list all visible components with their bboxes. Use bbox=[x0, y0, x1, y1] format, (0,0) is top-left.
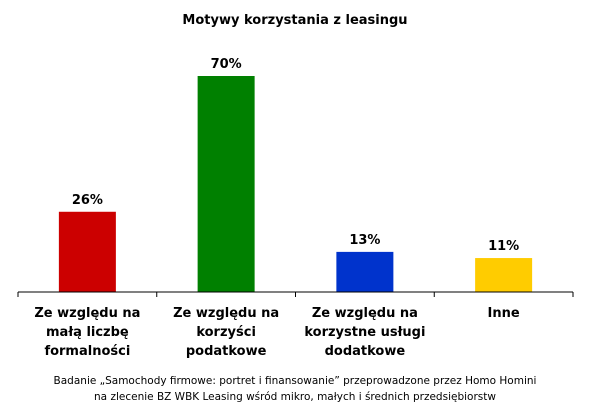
category-label-1-line-3: formalności bbox=[44, 344, 130, 359]
x-axis-ticks bbox=[17, 292, 574, 297]
category-label-1-line-2: małą liczbę bbox=[46, 325, 129, 340]
bar-value-label-1: 26% bbox=[72, 193, 103, 208]
bar-value-label-4: 11% bbox=[488, 239, 519, 254]
category-label-2-line-3: podatkowe bbox=[186, 344, 267, 359]
footnote-line-1: Badanie „Samochody firmowe: portret i fi… bbox=[54, 375, 537, 387]
category-label-4-line-1: Inne bbox=[488, 306, 520, 321]
bar-3 bbox=[336, 251, 394, 292]
footnote-line-2: na zlecenie BZ WBK Leasing wśród mikro, … bbox=[94, 391, 496, 403]
bars-group: 26% 70% 13% 11% bbox=[58, 57, 533, 292]
bar-1 bbox=[58, 211, 116, 292]
category-labels: Ze względu na małą liczbę formalności Ze wz… bbox=[34, 306, 520, 359]
category-label-2-line-1: Ze względu na bbox=[173, 306, 279, 321]
bar-value-label-3: 13% bbox=[349, 233, 380, 248]
bar-value-label-2: 70% bbox=[211, 57, 242, 72]
bar-2 bbox=[197, 76, 255, 292]
chart-title: Motywy korzystania z leasingu bbox=[182, 13, 407, 28]
category-label-3-line-3: dodatkowe bbox=[325, 344, 406, 359]
category-label-2-line-2: korzyści bbox=[196, 325, 256, 340]
category-label-3-line-2: korzystne usługi bbox=[304, 325, 425, 340]
bar-4 bbox=[475, 258, 533, 292]
category-label-1-line-1: Ze względu na bbox=[34, 306, 140, 321]
category-label-3-line-1: Ze względu na bbox=[312, 306, 418, 321]
